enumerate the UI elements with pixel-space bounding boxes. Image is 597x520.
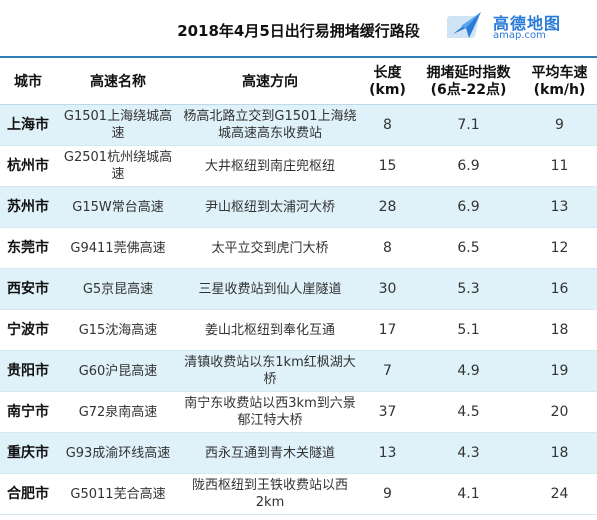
table-row: 宁波市 G15沈海高速 姜山北枢纽到奉化互通 17 5.1 18 <box>0 309 597 351</box>
cell-index: 7.1 <box>415 104 522 146</box>
header-city: 城市 <box>0 60 56 105</box>
cell-length: 8 <box>360 104 415 146</box>
table-row: 重庆市 G93成渝环线高速 西永互通到青木关隧道 13 4.3 18 <box>0 432 597 474</box>
cell-length: 17 <box>360 309 415 351</box>
cell-length: 37 <box>360 391 415 433</box>
cell-speed: 11 <box>522 145 597 187</box>
cell-length: 30 <box>360 268 415 310</box>
cell-index: 4.1 <box>415 473 522 515</box>
cell-city: 合肥市 <box>0 473 56 515</box>
cell-direction: 陇西枢纽到王铁收费站以西2km <box>180 473 360 515</box>
header-speed: 平均车速 (km/h) <box>522 60 597 105</box>
cell-direction: 大井枢纽到南庄兜枢纽 <box>180 145 360 187</box>
table-row: 合肥市 G5011芜合高速 陇西枢纽到王铁收费站以西2km 9 4.1 24 <box>0 473 597 515</box>
table-row: 南宁市 G72泉南高速 南宁东收费站以西3km到六景郁江特大桥 37 4.5 2… <box>0 391 597 433</box>
table-row: 东莞市 G9411莞佛高速 太平立交到虎门大桥 8 6.5 12 <box>0 227 597 269</box>
cell-length: 8 <box>360 227 415 269</box>
cell-direction: 清镇收费站以东1km红枫湖大桥 <box>180 350 360 392</box>
cell-index: 4.3 <box>415 432 522 474</box>
cell-speed: 12 <box>522 227 597 269</box>
cell-direction: 杨高北路立交到G1501上海绕城高速高东收费站 <box>180 104 360 146</box>
header-length: 长度 (km) <box>360 60 415 105</box>
table-row: 杭州市 G2501杭州绕城高速 大井枢纽到南庄兜枢纽 15 6.9 11 <box>0 145 597 187</box>
cell-highway: G15沈海高速 <box>56 309 180 351</box>
cell-highway: G1501上海绕城高速 <box>56 104 180 146</box>
cell-city: 上海市 <box>0 104 56 146</box>
cell-speed: 20 <box>522 391 597 433</box>
cell-index: 6.5 <box>415 227 522 269</box>
cell-direction: 太平立交到虎门大桥 <box>180 227 360 269</box>
cell-highway: G72泉南高速 <box>56 391 180 433</box>
table-row: 上海市 G1501上海绕城高速 杨高北路立交到G1501上海绕城高速高东收费站 … <box>0 104 597 146</box>
cell-city: 重庆市 <box>0 432 56 474</box>
cell-direction: 西永互通到青木关隧道 <box>180 432 360 474</box>
cell-speed: 13 <box>522 186 597 228</box>
cell-index: 4.5 <box>415 391 522 433</box>
cell-index: 4.9 <box>415 350 522 392</box>
cell-direction: 三星收费站到仙人崖隧道 <box>180 268 360 310</box>
logo-domain: amap.com <box>493 30 546 41</box>
cell-highway: G5011芜合高速 <box>56 473 180 515</box>
header: 2018年4月5日出行易拥堵缓行路段 高德地图 amap.com <box>0 0 597 56</box>
cell-length: 7 <box>360 350 415 392</box>
cell-highway: G5京昆高速 <box>56 268 180 310</box>
cell-highway: G93成渝环线高速 <box>56 432 180 474</box>
cell-city: 东莞市 <box>0 227 56 269</box>
cell-speed: 18 <box>522 309 597 351</box>
cell-highway: G2501杭州绕城高速 <box>56 145 180 187</box>
cell-city: 宁波市 <box>0 309 56 351</box>
table-row: 贵阳市 G60沪昆高速 清镇收费站以东1km红枫湖大桥 7 4.9 19 <box>0 350 597 392</box>
cell-speed: 16 <box>522 268 597 310</box>
cell-speed: 24 <box>522 473 597 515</box>
congestion-table: 城市 高速名称 高速方向 长度 (km) 拥堵延时指数 (6点-22点) 平均车速(… <box>0 60 597 515</box>
cell-length: 28 <box>360 186 415 228</box>
cell-highway: G15W常台高速 <box>56 186 180 228</box>
header-direction: 高速方向 <box>180 60 360 105</box>
logo-name: 高德地图 <box>493 14 562 33</box>
table-header-row: 城市 高速名称 高速方向 长度 (km) 拥堵延时指数 (6点-22点) 平均车速(… <box>0 60 597 105</box>
cell-highway: G60沪昆高速 <box>56 350 180 392</box>
cell-length: 13 <box>360 432 415 474</box>
cell-index: 6.9 <box>415 186 522 228</box>
cell-speed: 18 <box>522 432 597 474</box>
page-title: 2018年4月5日出行易拥堵缓行路段 <box>177 22 420 40</box>
cell-length: 9 <box>360 473 415 515</box>
header-index: 拥堵延时指数 (6点-22点) <box>415 60 522 105</box>
header-divider <box>0 56 597 58</box>
cell-city: 贵阳市 <box>0 350 56 392</box>
cell-direction: 尹山枢纽到太浦河大桥 <box>180 186 360 228</box>
amap-logo-icon <box>447 12 481 38</box>
cell-city: 杭州市 <box>0 145 56 187</box>
table-row: 西安市 G5京昆高速 三星收费站到仙人崖隧道 30 5.3 16 <box>0 268 597 310</box>
cell-length: 15 <box>360 145 415 187</box>
header-highway: 高速名称 <box>56 60 180 105</box>
cell-city: 南宁市 <box>0 391 56 433</box>
cell-city: 西安市 <box>0 268 56 310</box>
cell-index: 5.1 <box>415 309 522 351</box>
cell-direction: 姜山北枢纽到奉化互通 <box>180 309 360 351</box>
cell-city: 苏州市 <box>0 186 56 228</box>
cell-index: 6.9 <box>415 145 522 187</box>
amap-logo: 高德地图 amap.com <box>447 8 587 42</box>
cell-speed: 9 <box>522 104 597 146</box>
cell-index: 5.3 <box>415 268 522 310</box>
cell-highway: G9411莞佛高速 <box>56 227 180 269</box>
table-row: 苏州市 G15W常台高速 尹山枢纽到太浦河大桥 28 6.9 13 <box>0 186 597 228</box>
cell-direction: 南宁东收费站以西3km到六景郁江特大桥 <box>180 391 360 433</box>
cell-speed: 19 <box>522 350 597 392</box>
